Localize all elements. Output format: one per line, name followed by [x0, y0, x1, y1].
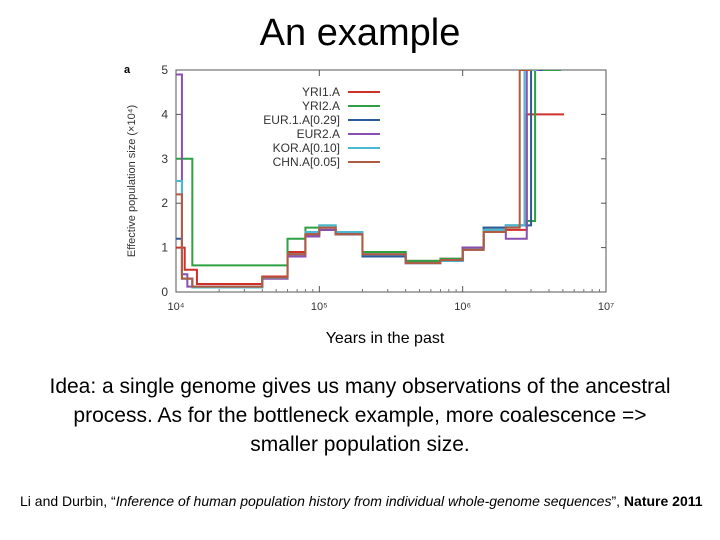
legend-label: KOR.A[0.10] [273, 141, 340, 155]
y-tick-label: 0 [161, 285, 168, 299]
legend-label: EUR.1.A[0.29] [263, 113, 340, 127]
reference: Li and Durbin, “Inference of human popul… [20, 492, 710, 511]
population-size-chart: 0 1 2 3 4 5 10⁴ 10⁵ 10⁶ 10⁷ a Effective population … [124, 63, 614, 313]
y-tick-label: 1 [161, 241, 168, 255]
y-tick-label: 3 [161, 152, 168, 166]
slide-title: An example [259, 12, 461, 54]
x-tick-label: 10⁶ [454, 301, 471, 313]
plot-frame [175, 69, 607, 293]
x-tick-label: 10⁵ [311, 301, 328, 313]
x-axis-caption: Years in the past [325, 330, 445, 347]
x-tick-label: 10⁷ [598, 301, 614, 313]
reference-journal: Nature 2011 [623, 493, 703, 509]
idea-text: Idea: a single genome gives us many obse… [49, 375, 671, 456]
y-tick-label: 5 [161, 63, 168, 77]
legend-label: YRI1.A [302, 85, 340, 99]
y-tick-label: 2 [161, 196, 168, 210]
y-tick-label: 4 [161, 107, 168, 121]
legend-label: EUR2.A [297, 127, 340, 141]
reference-close: ”, [611, 493, 624, 509]
panel-label: a [124, 64, 131, 76]
x-tick-label: 10⁴ [168, 301, 185, 313]
y-axis-label: Effective population size (×10⁴) [126, 105, 138, 257]
reference-authors: Li and Durbin, “ [20, 493, 116, 509]
legend-label: YRI2.A [302, 99, 340, 113]
figure: 0 1 2 3 4 5 10⁴ 10⁵ 10⁶ 10⁷ a Effective population … [118, 58, 618, 320]
legend-label: CHN.A[0.05] [273, 155, 340, 169]
series-line-6 [176, 70, 532, 288]
reference-title: Inference of human population history fr… [115, 493, 612, 509]
